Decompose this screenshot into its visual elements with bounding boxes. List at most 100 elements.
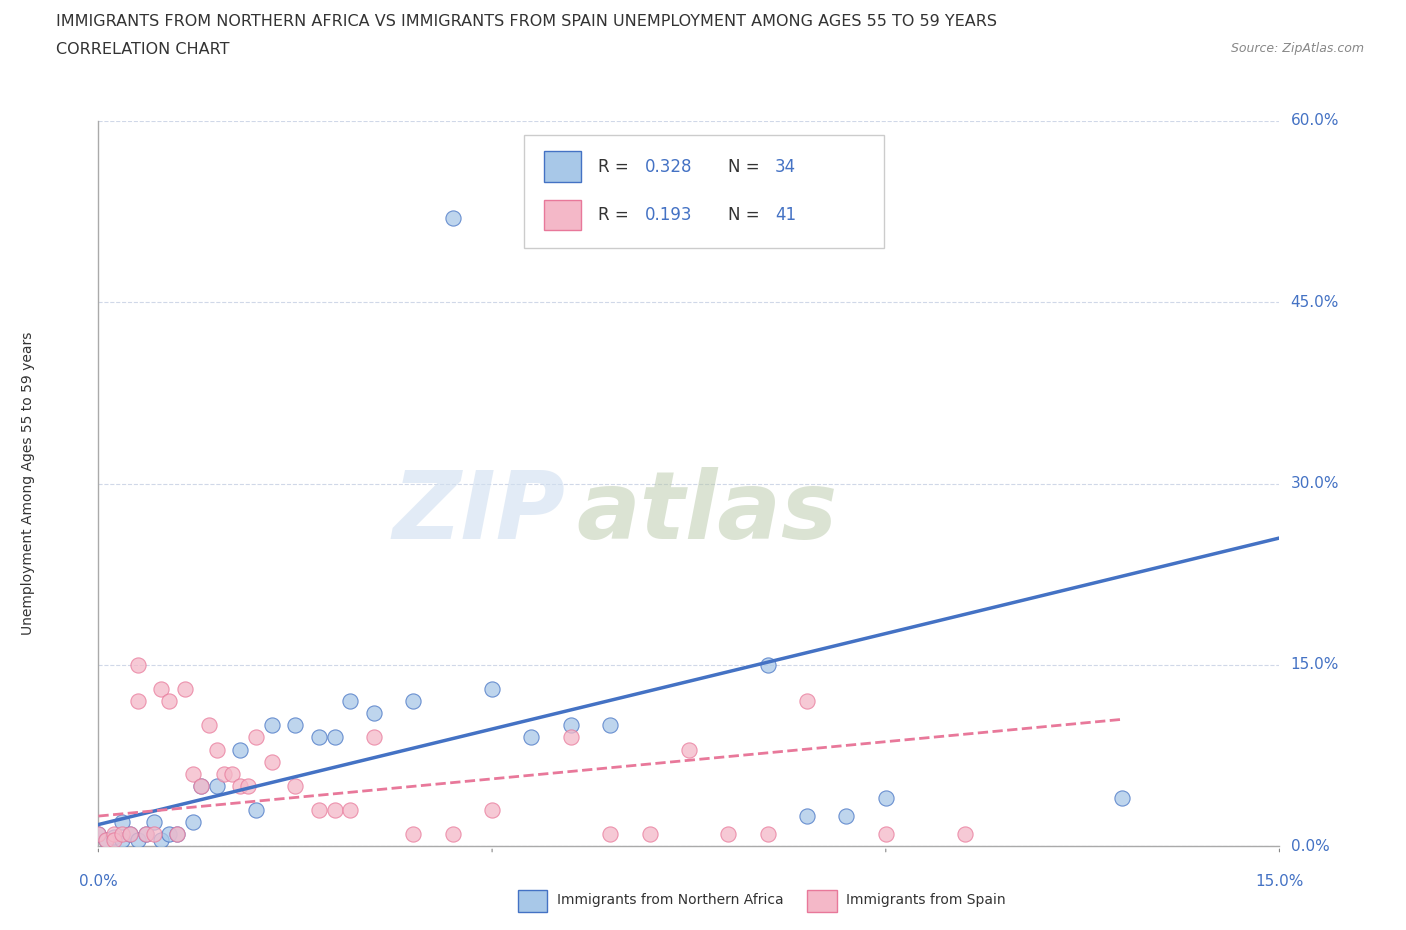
Point xyxy=(157,827,180,842)
FancyBboxPatch shape xyxy=(807,890,837,911)
Point xyxy=(87,827,110,842)
Point xyxy=(260,718,283,733)
Text: Source: ZipAtlas.com: Source: ZipAtlas.com xyxy=(1230,42,1364,55)
Text: 0.0%: 0.0% xyxy=(79,874,118,889)
Point xyxy=(103,830,125,844)
Point xyxy=(560,730,582,745)
Point xyxy=(599,718,621,733)
Point xyxy=(441,827,464,842)
Point xyxy=(205,742,228,757)
Text: 34: 34 xyxy=(775,157,796,176)
Point xyxy=(678,742,700,757)
Point xyxy=(308,730,330,745)
FancyBboxPatch shape xyxy=(544,200,582,231)
Point xyxy=(363,730,385,745)
FancyBboxPatch shape xyxy=(544,152,582,182)
Text: 0.0%: 0.0% xyxy=(1291,839,1329,854)
Point xyxy=(229,742,252,757)
Text: 0.328: 0.328 xyxy=(645,157,693,176)
Point xyxy=(214,766,236,781)
Text: 15.0%: 15.0% xyxy=(1256,874,1303,889)
Point xyxy=(875,827,897,842)
Point xyxy=(1111,790,1133,805)
Text: R =: R = xyxy=(598,206,634,224)
Text: 45.0%: 45.0% xyxy=(1291,295,1339,310)
Text: Immigrants from Northern Africa: Immigrants from Northern Africa xyxy=(557,893,783,907)
Point xyxy=(875,790,897,805)
Point xyxy=(756,658,779,672)
Point xyxy=(441,210,464,225)
Point xyxy=(284,778,307,793)
Point xyxy=(166,827,188,842)
Point xyxy=(205,778,228,793)
Point xyxy=(118,827,141,842)
Point xyxy=(323,803,346,817)
Text: ZIP: ZIP xyxy=(392,467,565,559)
Text: atlas: atlas xyxy=(576,467,838,559)
Point xyxy=(142,827,165,842)
Point xyxy=(756,827,779,842)
Text: 0.193: 0.193 xyxy=(645,206,693,224)
Point xyxy=(150,833,173,848)
Point xyxy=(323,730,346,745)
Point xyxy=(339,803,361,817)
Text: N =: N = xyxy=(728,157,765,176)
Point xyxy=(111,815,134,830)
Point xyxy=(181,766,204,781)
Point xyxy=(174,682,197,697)
Point xyxy=(103,833,125,848)
Text: 41: 41 xyxy=(775,206,796,224)
Point xyxy=(96,833,118,848)
Point xyxy=(260,754,283,769)
Point xyxy=(339,694,361,709)
Point xyxy=(835,809,858,824)
Point xyxy=(142,815,165,830)
Point xyxy=(197,718,219,733)
Point xyxy=(103,827,125,842)
Point xyxy=(150,682,173,697)
Point xyxy=(127,833,149,848)
Point xyxy=(717,827,740,842)
Point xyxy=(245,803,267,817)
Point xyxy=(236,778,259,793)
Point xyxy=(111,827,134,842)
FancyBboxPatch shape xyxy=(523,136,884,248)
Point xyxy=(118,827,141,842)
Text: 30.0%: 30.0% xyxy=(1291,476,1339,491)
Point xyxy=(87,827,110,842)
Point xyxy=(796,809,818,824)
Point xyxy=(363,706,385,721)
Point xyxy=(111,833,134,848)
Point xyxy=(638,827,661,842)
Point xyxy=(245,730,267,745)
Point xyxy=(284,718,307,733)
Text: Unemployment Among Ages 55 to 59 years: Unemployment Among Ages 55 to 59 years xyxy=(21,332,35,635)
Point xyxy=(157,694,180,709)
Text: CORRELATION CHART: CORRELATION CHART xyxy=(56,42,229,57)
Point xyxy=(229,778,252,793)
FancyBboxPatch shape xyxy=(517,890,547,911)
Point xyxy=(190,778,212,793)
Point xyxy=(135,827,157,842)
Point xyxy=(953,827,976,842)
Point xyxy=(520,730,543,745)
Point xyxy=(481,803,503,817)
Text: R =: R = xyxy=(598,157,634,176)
Point xyxy=(402,827,425,842)
Point xyxy=(181,815,204,830)
Point xyxy=(481,682,503,697)
Point xyxy=(308,803,330,817)
Point xyxy=(599,827,621,842)
Text: Immigrants from Spain: Immigrants from Spain xyxy=(846,893,1005,907)
Text: IMMIGRANTS FROM NORTHERN AFRICA VS IMMIGRANTS FROM SPAIN UNEMPLOYMENT AMONG AGES: IMMIGRANTS FROM NORTHERN AFRICA VS IMMIG… xyxy=(56,14,997,29)
Point xyxy=(402,694,425,709)
Point xyxy=(96,833,118,848)
Point xyxy=(560,718,582,733)
Text: 15.0%: 15.0% xyxy=(1291,658,1339,672)
Point xyxy=(166,827,188,842)
Point xyxy=(796,694,818,709)
Point xyxy=(127,658,149,672)
Text: 60.0%: 60.0% xyxy=(1291,113,1339,128)
Point xyxy=(221,766,243,781)
Point xyxy=(190,778,212,793)
